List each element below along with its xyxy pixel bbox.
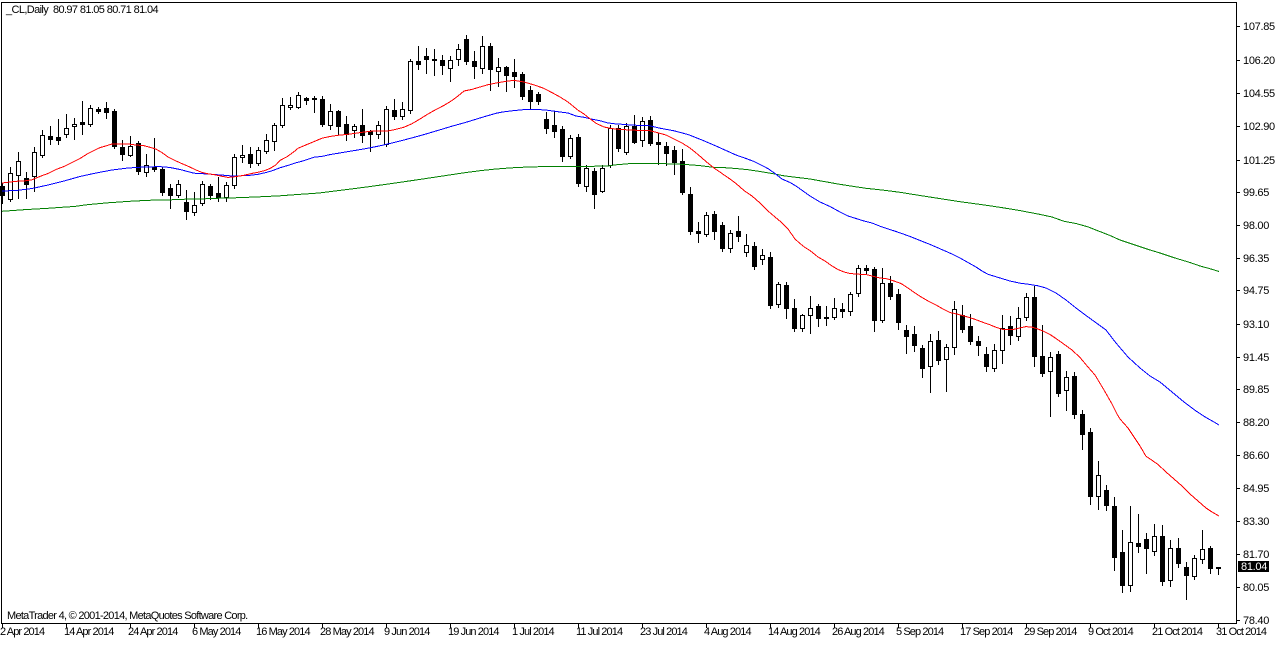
svg-text:17 Sep 2014: 17 Sep 2014 [960,626,1013,638]
svg-text:78.40: 78.40 [1243,615,1269,627]
svg-text:_CL,Daily 80.97 81.05 80.71 8: _CL,Daily 80.97 81.05 80.71 81.04 [5,4,158,16]
svg-text:2 Apr 2014: 2 Apr 2014 [0,626,45,638]
svg-text:19 Jun 2014: 19 Jun 2014 [448,626,499,638]
svg-text:26 Aug 2014: 26 Aug 2014 [832,626,885,638]
svg-text:102.90: 102.90 [1243,121,1275,133]
svg-text:MetaTrader 4, © 2001-2014, Met: MetaTrader 4, © 2001-2014, MetaQuotes So… [7,610,248,622]
svg-text:14 Aug 2014: 14 Aug 2014 [768,626,821,638]
svg-text:94.75: 94.75 [1243,285,1269,297]
svg-text:6 May 2014: 6 May 2014 [192,626,241,638]
svg-text:99.65: 99.65 [1243,187,1269,199]
svg-text:16 May 2014: 16 May 2014 [256,626,310,638]
svg-text:21 Oct 2014: 21 Oct 2014 [1152,626,1203,638]
svg-text:93.10: 93.10 [1243,319,1269,331]
svg-text:29 Sep 2014: 29 Sep 2014 [1024,626,1077,638]
svg-text:104.55: 104.55 [1243,88,1275,100]
svg-text:98.00: 98.00 [1243,220,1269,232]
svg-text:101.25: 101.25 [1243,155,1275,167]
svg-text:14 Apr 2014: 14 Apr 2014 [64,626,114,638]
svg-text:24 Apr 2014: 24 Apr 2014 [128,626,178,638]
svg-text:96.35: 96.35 [1243,253,1269,265]
svg-text:88.20: 88.20 [1243,417,1269,429]
svg-text:23 Jul 2014: 23 Jul 2014 [640,626,688,638]
svg-text:31 Oct 2014: 31 Oct 2014 [1216,626,1267,638]
svg-text:4 Aug 2014: 4 Aug 2014 [704,626,751,638]
svg-text:83.30: 83.30 [1243,516,1269,528]
svg-text:91.45: 91.45 [1243,352,1269,364]
svg-text:80.05: 80.05 [1243,582,1269,594]
svg-text:81.04: 81.04 [1241,561,1267,573]
svg-text:28 May 2014: 28 May 2014 [320,626,374,638]
svg-text:11 Jul 2014: 11 Jul 2014 [576,626,623,638]
svg-text:9 Jun 2014: 9 Jun 2014 [384,626,430,638]
svg-text:9 Oct 2014: 9 Oct 2014 [1088,626,1134,638]
svg-text:84.95: 84.95 [1243,483,1269,495]
svg-text:81.70: 81.70 [1243,549,1269,561]
svg-text:106.20: 106.20 [1243,55,1275,67]
svg-text:107.85: 107.85 [1243,21,1275,33]
svg-text:5 Sep 2014: 5 Sep 2014 [896,626,944,638]
svg-text:89.85: 89.85 [1243,384,1269,396]
svg-text:86.60: 86.60 [1243,450,1269,462]
svg-text:1 Jul 2014: 1 Jul 2014 [512,626,555,638]
